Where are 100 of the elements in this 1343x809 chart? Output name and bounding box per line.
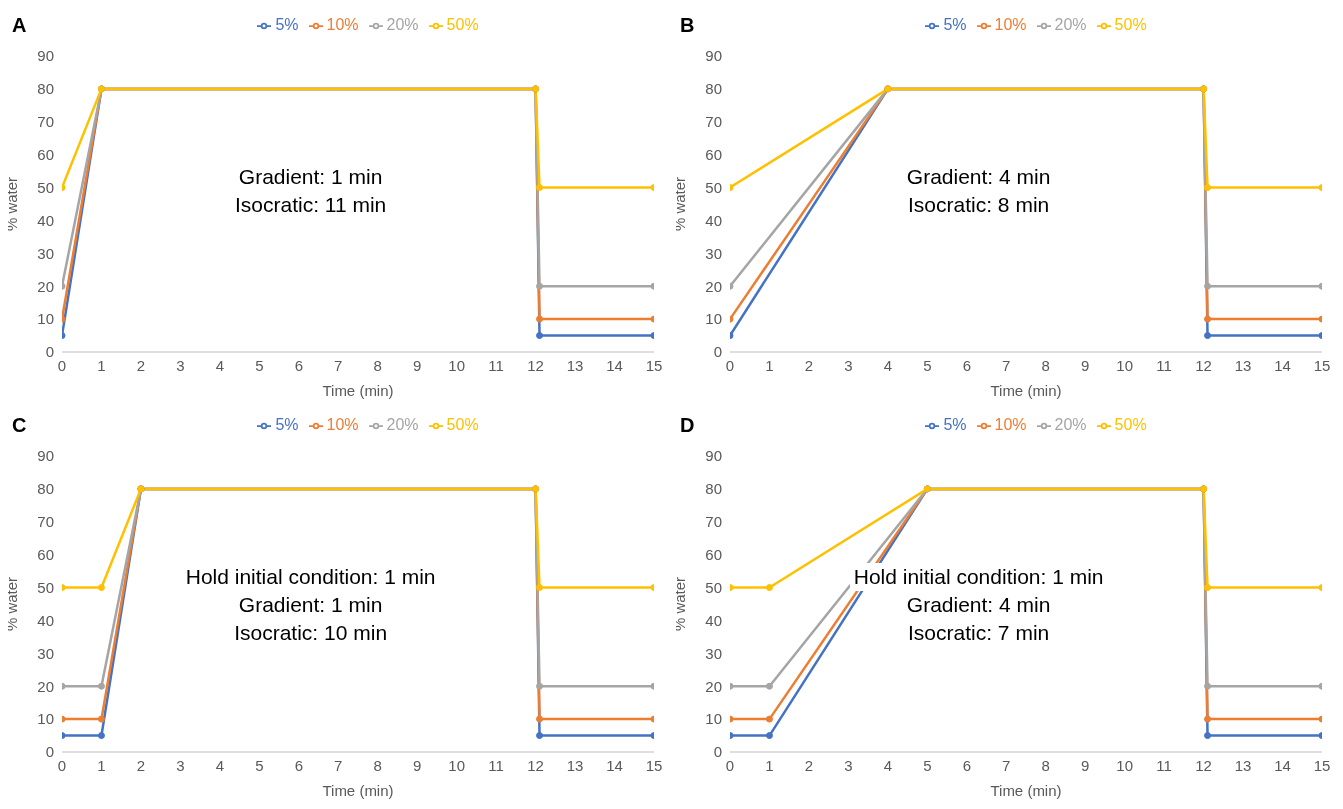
annotation: Isocratic: 11 min bbox=[230, 190, 391, 219]
x-tick-label: 13 bbox=[1234, 356, 1252, 374]
annotation: Isocratic: 10 min bbox=[230, 618, 392, 647]
x-tick-label: 1 bbox=[765, 356, 774, 374]
y-tick-label: 80 bbox=[705, 480, 722, 498]
x-tick-label: 13 bbox=[1234, 756, 1252, 774]
legend-label: 20% bbox=[386, 16, 419, 33]
x-tick-label: 2 bbox=[136, 356, 146, 374]
x-axis-title: Time (min) bbox=[990, 382, 1062, 399]
annotation: Hold initial condition: 1 min bbox=[849, 562, 1108, 591]
legend-label: 50% bbox=[1114, 16, 1147, 33]
y-tick-label: 90 bbox=[37, 447, 54, 465]
x-tick-label: 2 bbox=[136, 756, 146, 774]
y-tick-label: 40 bbox=[705, 211, 722, 229]
y-tick-label: 60 bbox=[705, 145, 722, 163]
y-tick-label: 30 bbox=[705, 244, 722, 262]
y-tick-label: 40 bbox=[37, 211, 54, 229]
legend-label: 5% bbox=[275, 16, 299, 33]
x-tick-label: 9 bbox=[1081, 356, 1090, 374]
y-tick-label: 50 bbox=[705, 178, 722, 196]
y-tick-label: 40 bbox=[37, 611, 54, 629]
x-tick-label: 8 bbox=[1041, 356, 1050, 374]
annotation: Gradient: 4 min bbox=[902, 590, 1055, 619]
x-tick-label: 14 bbox=[606, 756, 623, 774]
x-axis-title: Time (min) bbox=[322, 382, 394, 399]
y-tick-label: 50 bbox=[37, 178, 54, 196]
y-tick-label: 80 bbox=[705, 80, 722, 98]
x-tick-label: 3 bbox=[844, 756, 853, 774]
x-tick-label: 11 bbox=[1156, 756, 1172, 774]
annotation: Gradient: 4 min bbox=[902, 162, 1055, 191]
legend-label: 5% bbox=[943, 16, 967, 33]
y-tick-label: 10 bbox=[705, 310, 722, 328]
x-tick-label: 14 bbox=[1274, 356, 1291, 374]
y-tick-label: 30 bbox=[705, 644, 722, 662]
y-tick-label: 50 bbox=[705, 578, 722, 596]
x-tick-label: 15 bbox=[1313, 356, 1331, 374]
x-tick-label: 7 bbox=[334, 756, 343, 774]
legend-label: 20% bbox=[386, 416, 419, 433]
y-tick-label: 70 bbox=[37, 113, 54, 131]
x-tick-label: 6 bbox=[294, 756, 303, 774]
x-tick-label: 4 bbox=[215, 756, 225, 774]
x-tick-label: 10 bbox=[1116, 756, 1134, 774]
y-tick-label: 30 bbox=[37, 644, 54, 662]
y-tick-label: 20 bbox=[37, 677, 54, 695]
x-tick-label: 10 bbox=[1116, 356, 1134, 374]
y-tick-label: 60 bbox=[37, 545, 54, 563]
x-tick-label: 6 bbox=[962, 356, 971, 374]
x-tick-label: 12 bbox=[527, 356, 544, 374]
x-tick-label: 9 bbox=[413, 756, 422, 774]
y-tick-label: 10 bbox=[37, 710, 54, 728]
x-tick-label: 7 bbox=[1002, 356, 1011, 374]
chart-title: B bbox=[680, 14, 695, 37]
x-tick-label: 0 bbox=[725, 356, 735, 374]
annotation: Hold initial condition: 1 min bbox=[181, 562, 440, 591]
y-tick-label: 10 bbox=[705, 710, 722, 728]
x-tick-label: 5 bbox=[923, 356, 932, 374]
x-tick-label: 1 bbox=[97, 356, 106, 374]
x-tick-label: 12 bbox=[1195, 756, 1212, 774]
legend-label: 20% bbox=[1054, 416, 1087, 433]
x-tick-label: 11 bbox=[488, 756, 504, 774]
x-axis-title: Time (min) bbox=[990, 782, 1062, 799]
x-tick-label: 6 bbox=[294, 356, 303, 374]
x-tick-label: 1 bbox=[765, 756, 774, 774]
y-tick-label: 60 bbox=[37, 145, 54, 163]
y-tick-label: 20 bbox=[705, 677, 722, 695]
x-tick-label: 12 bbox=[1195, 356, 1212, 374]
y-tick-label: 90 bbox=[37, 47, 54, 65]
x-tick-label: 4 bbox=[883, 756, 893, 774]
y-tick-label: 70 bbox=[705, 113, 722, 131]
annotation: Isocratic: 8 min bbox=[904, 190, 1054, 219]
y-tick-label: 70 bbox=[705, 513, 722, 531]
x-tick-label: 15 bbox=[645, 356, 663, 374]
x-tick-label: 8 bbox=[373, 356, 382, 374]
chart-title: A bbox=[12, 14, 27, 37]
y-tick-label: 90 bbox=[705, 447, 722, 465]
x-tick-label: 8 bbox=[373, 756, 382, 774]
x-tick-label: 13 bbox=[566, 756, 584, 774]
x-tick-label: 11 bbox=[1156, 356, 1172, 374]
x-tick-label: 14 bbox=[606, 356, 623, 374]
annotation: Gradient: 1 min bbox=[234, 162, 387, 191]
x-tick-label: 5 bbox=[923, 756, 932, 774]
y-tick-label: 80 bbox=[37, 80, 54, 98]
chart-title: C bbox=[12, 414, 27, 437]
x-tick-label: 10 bbox=[448, 356, 466, 374]
y-tick-label: 0 bbox=[45, 743, 54, 761]
y-tick-label: 0 bbox=[713, 343, 722, 361]
y-tick-label: 0 bbox=[713, 743, 722, 761]
x-tick-label: 13 bbox=[566, 356, 584, 374]
x-axis-title: Time (min) bbox=[322, 782, 394, 799]
x-tick-label: 15 bbox=[1313, 756, 1331, 774]
x-tick-label: 4 bbox=[215, 356, 225, 374]
legend-label: 50% bbox=[446, 416, 479, 433]
y-tick-label: 10 bbox=[37, 310, 54, 328]
x-tick-label: 14 bbox=[1274, 756, 1291, 774]
y-tick-label: 90 bbox=[705, 47, 722, 65]
x-tick-label: 11 bbox=[488, 356, 504, 374]
x-tick-label: 15 bbox=[645, 756, 663, 774]
y-tick-label: 70 bbox=[37, 513, 54, 531]
x-tick-label: 4 bbox=[883, 356, 893, 374]
chart-title: D bbox=[680, 414, 695, 437]
